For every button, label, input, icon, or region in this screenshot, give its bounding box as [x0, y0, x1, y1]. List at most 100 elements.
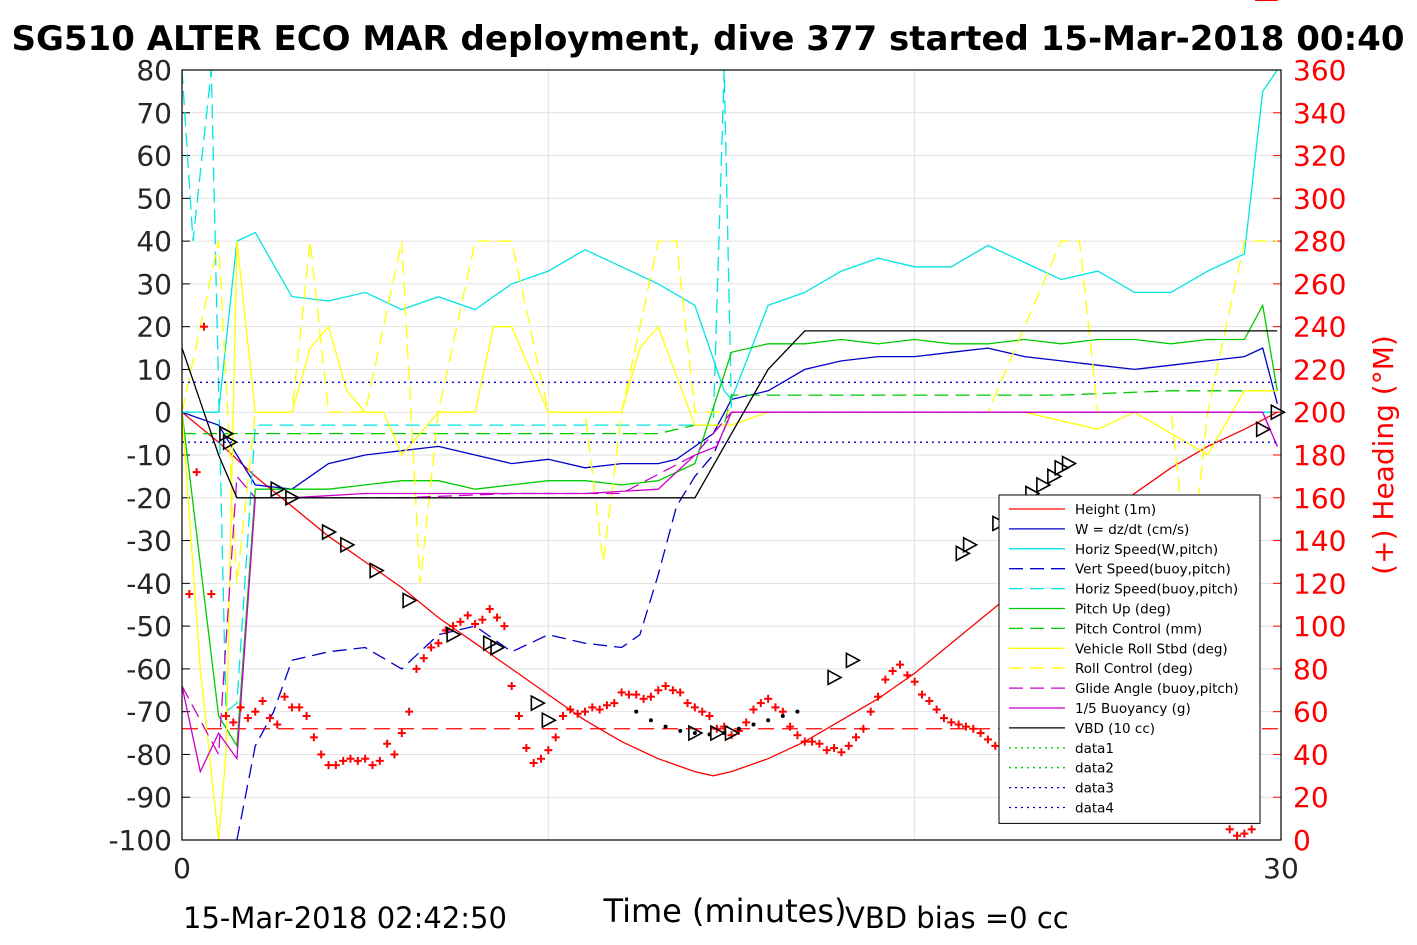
heading-point: [463, 611, 472, 620]
heading-point: [749, 705, 758, 714]
heading-point: [639, 694, 648, 703]
triangle-marker: [340, 536, 356, 554]
heading-point: [961, 722, 970, 731]
triangle-marker: [541, 711, 558, 729]
trajectory-dot: [634, 709, 639, 714]
heading-point: [910, 677, 919, 686]
heading-point: [888, 667, 897, 676]
series-line-9: [182, 240, 1278, 584]
heading-point: [485, 605, 494, 613]
triangle-marker: [955, 545, 971, 562]
heading-point: [698, 707, 707, 716]
heading-point: [449, 622, 458, 631]
triangle-marker: [285, 489, 301, 507]
heading-point: [903, 671, 912, 680]
left-tick-label: -30: [126, 525, 172, 558]
x-axis-ticks: 0 30: [173, 832, 1299, 885]
left-tick-label: 30: [136, 268, 172, 301]
left-tick-label: 40: [136, 225, 172, 258]
heading-point: [844, 741, 853, 750]
left-tick-label: -80: [126, 738, 172, 771]
heading-point: [221, 711, 230, 720]
left-tick-label: 50: [136, 182, 172, 215]
footer-timestamp: 15-Mar-2018 02:42:50: [183, 901, 507, 935]
heading-point: [939, 714, 948, 723]
series-line-7: [182, 390, 1278, 435]
legend-box: [998, 494, 1261, 824]
right-axis-ticks: 3603403203002802602402202001801601401201…: [1273, 54, 1346, 857]
heading-point: [368, 761, 377, 770]
right-tick-label: 20: [1293, 781, 1329, 814]
trajectory-dot: [678, 728, 683, 733]
right-tick-label: 0: [1293, 824, 1311, 857]
heading-point: [331, 761, 340, 770]
series-group: [182, 70, 1278, 840]
heading-point: [207, 590, 216, 599]
heading-point: [419, 654, 428, 663]
heading-point: [566, 705, 575, 714]
legend: Height (1m) W = dz/dt (cm/s) Horiz Speed(W…: [998, 494, 1261, 824]
trajectory-dot: [663, 724, 668, 729]
legend-entry: Horiz Speed(buoy,pitch): [1075, 582, 1238, 598]
triangle-marker: [482, 634, 499, 652]
right-tick-label: 60: [1293, 696, 1329, 729]
heading-point: [441, 626, 450, 635]
heading-point: [969, 724, 978, 733]
heading-point: [390, 750, 399, 759]
heading-point: [742, 718, 751, 727]
heading-point: [427, 643, 436, 652]
heading-point: [632, 690, 641, 699]
right-tick-label: 240: [1293, 311, 1346, 344]
left-tick-label: 10: [136, 353, 172, 386]
left-tick-label: -40: [126, 567, 172, 600]
heading-point: [588, 703, 597, 712]
right-tick-label: 320: [1293, 140, 1346, 173]
heading-point: [229, 718, 238, 727]
legend-entry: Pitch Control (mm): [1075, 621, 1202, 637]
left-tick-label: -70: [126, 696, 172, 729]
right-tick-label: 260: [1293, 268, 1346, 301]
heading-point: [456, 617, 465, 626]
trajectory-dot: [751, 722, 756, 727]
heading-point: [932, 705, 941, 714]
heading-point: [925, 696, 934, 705]
right-tick-label: 200: [1293, 396, 1346, 429]
triangle-marker: [1270, 403, 1287, 421]
triangle-marker: [688, 724, 704, 742]
left-tick-label: 0: [154, 396, 172, 429]
right-tick-label: 100: [1293, 610, 1346, 643]
series-line-3: [182, 70, 1278, 413]
heading-point: [756, 699, 765, 708]
legend-entry: Pitch Up (deg): [1075, 602, 1171, 618]
heading-point: [265, 714, 274, 723]
triangle-marker: [321, 523, 338, 541]
heading-point: [917, 690, 926, 699]
heading-point: [251, 707, 260, 716]
right-tick-label: 40: [1293, 738, 1329, 771]
legend-entry: Glide Angle (buoy,pitch): [1075, 681, 1239, 697]
legend-entry: data1: [1075, 741, 1114, 757]
heading-point: [280, 692, 289, 701]
right-tick-label: 120: [1293, 567, 1346, 600]
left-tick-label: -50: [126, 610, 172, 643]
heading-point: [558, 711, 567, 720]
triangle-marker: [446, 626, 462, 644]
heading-point: [346, 754, 355, 763]
heading-point: [515, 711, 524, 720]
heading-point: [690, 703, 699, 712]
left-tick-label: 80: [136, 54, 172, 87]
series-line-11: [182, 411, 1278, 774]
triangle-marker: [1036, 476, 1052, 494]
heading-point: [544, 746, 553, 755]
right-tick-label: 180: [1293, 439, 1346, 472]
heading-point: [683, 699, 692, 708]
heading-point: [954, 720, 963, 729]
triangle-marker: [845, 651, 862, 669]
heading-point: [324, 761, 333, 770]
heading-point: [837, 748, 846, 757]
trajectory-dot: [736, 726, 741, 731]
heading-point: [595, 705, 604, 714]
legend-entry: Vehicle Roll Stbd (deg): [1075, 641, 1228, 657]
heading-point: [185, 590, 194, 599]
